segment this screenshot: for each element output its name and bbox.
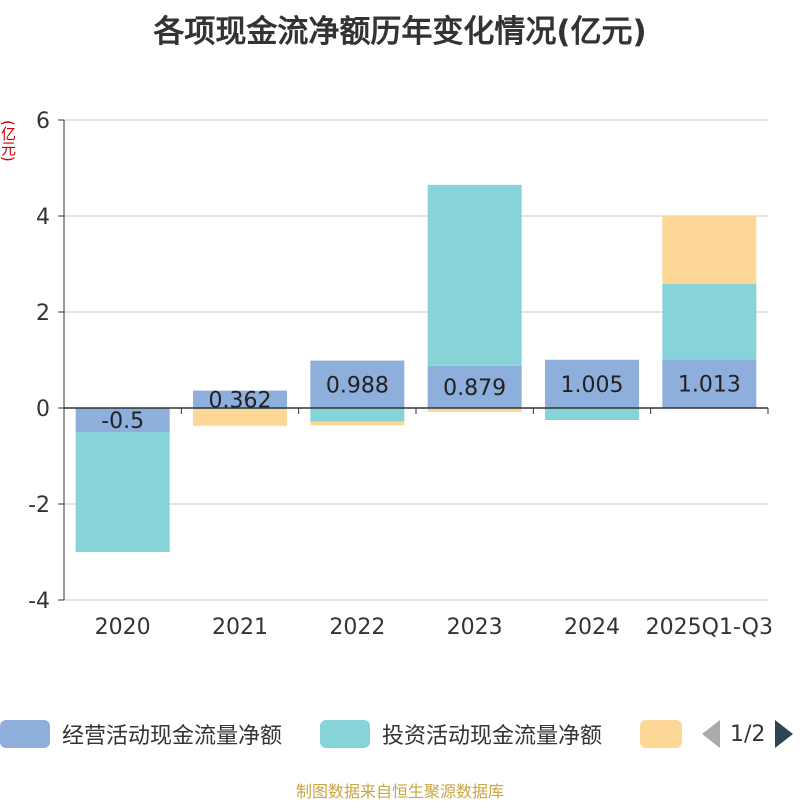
bar-investing-2022[interactable]: [310, 408, 405, 422]
y-tick-label: 6: [36, 109, 50, 134]
bar-financing-2022[interactable]: [310, 421, 405, 426]
y-tick-label: 0: [36, 397, 50, 422]
data-label-operating: 1.013: [678, 373, 741, 398]
next-page-icon[interactable]: [775, 720, 794, 748]
y-tick-label: -2: [28, 493, 50, 518]
bar-operating-2025Q1-Q3[interactable]: [662, 359, 757, 408]
cash-flow-chart: -4 -2 0 2 4 6 -0.5 0.362 0.988 0.879 1.005 1.013 202…: [28, 109, 773, 640]
bar-operating-2022[interactable]: [310, 360, 405, 408]
bar-operating-2020[interactable]: [75, 408, 170, 432]
bar-financing-2025Q1-Q3[interactable]: [662, 215, 757, 285]
legend-swatch-financing: [640, 720, 682, 748]
bar-investing-2020[interactable]: [75, 432, 170, 552]
chart-title: 各项现金流净额历年变化情况(亿元): [153, 14, 647, 50]
legend: 经营活动现金流量净额 投资活动现金流量净额: [0, 716, 800, 756]
legend-item-operating[interactable]: 经营活动现金流量净额: [0, 716, 282, 752]
x-tick-label: 2022: [329, 615, 385, 640]
data-label-operating: 0.879: [443, 376, 506, 401]
bar-operating-2024[interactable]: [545, 359, 639, 408]
x-tick-label: 2025Q1-Q3: [646, 615, 773, 640]
bar-operating-2023[interactable]: [427, 365, 522, 408]
x-tick-label: 2021: [212, 615, 268, 640]
bar-operating-2021[interactable]: [193, 390, 287, 408]
legend-label-operating: 经营活动现金流量净额: [62, 724, 283, 749]
y-axis-unit-label: (亿元): [0, 120, 17, 162]
legend-page-indicator: 1/2: [730, 721, 766, 747]
data-label-operating: -0.5: [101, 409, 144, 434]
bar-investing-2025Q1-Q3[interactable]: [662, 284, 757, 360]
data-source-note: 制图数据来自恒生聚源数据库: [295, 782, 504, 801]
legend-swatch-investing: [320, 720, 370, 748]
data-label-operating: 0.362: [209, 388, 272, 413]
x-tick-label: 2020: [95, 615, 151, 640]
y-tick-label: -4: [28, 589, 50, 614]
bar-investing-2024[interactable]: [545, 408, 639, 420]
data-label-operating: 1.005: [561, 373, 624, 398]
x-tick-label: 2024: [564, 615, 620, 640]
legend-item-investing[interactable]: 投资活动现金流量净额: [320, 716, 602, 752]
bar-financing-2023[interactable]: [427, 408, 522, 412]
y-tick-label: 2: [36, 301, 50, 326]
bar-financing-2021[interactable]: [193, 408, 287, 426]
legend-pager: 1/2: [702, 716, 794, 752]
legend-item-financing[interactable]: [640, 716, 694, 752]
bar-investing-2023[interactable]: [427, 184, 522, 366]
x-tick-label: 2023: [447, 615, 503, 640]
data-label-operating: 0.988: [326, 373, 389, 398]
legend-label-investing: 投资活动现金流量净额: [382, 724, 603, 749]
legend-swatch-operating: [0, 720, 50, 748]
previous-page-icon[interactable]: [702, 720, 720, 748]
y-tick-label: 4: [36, 205, 50, 230]
